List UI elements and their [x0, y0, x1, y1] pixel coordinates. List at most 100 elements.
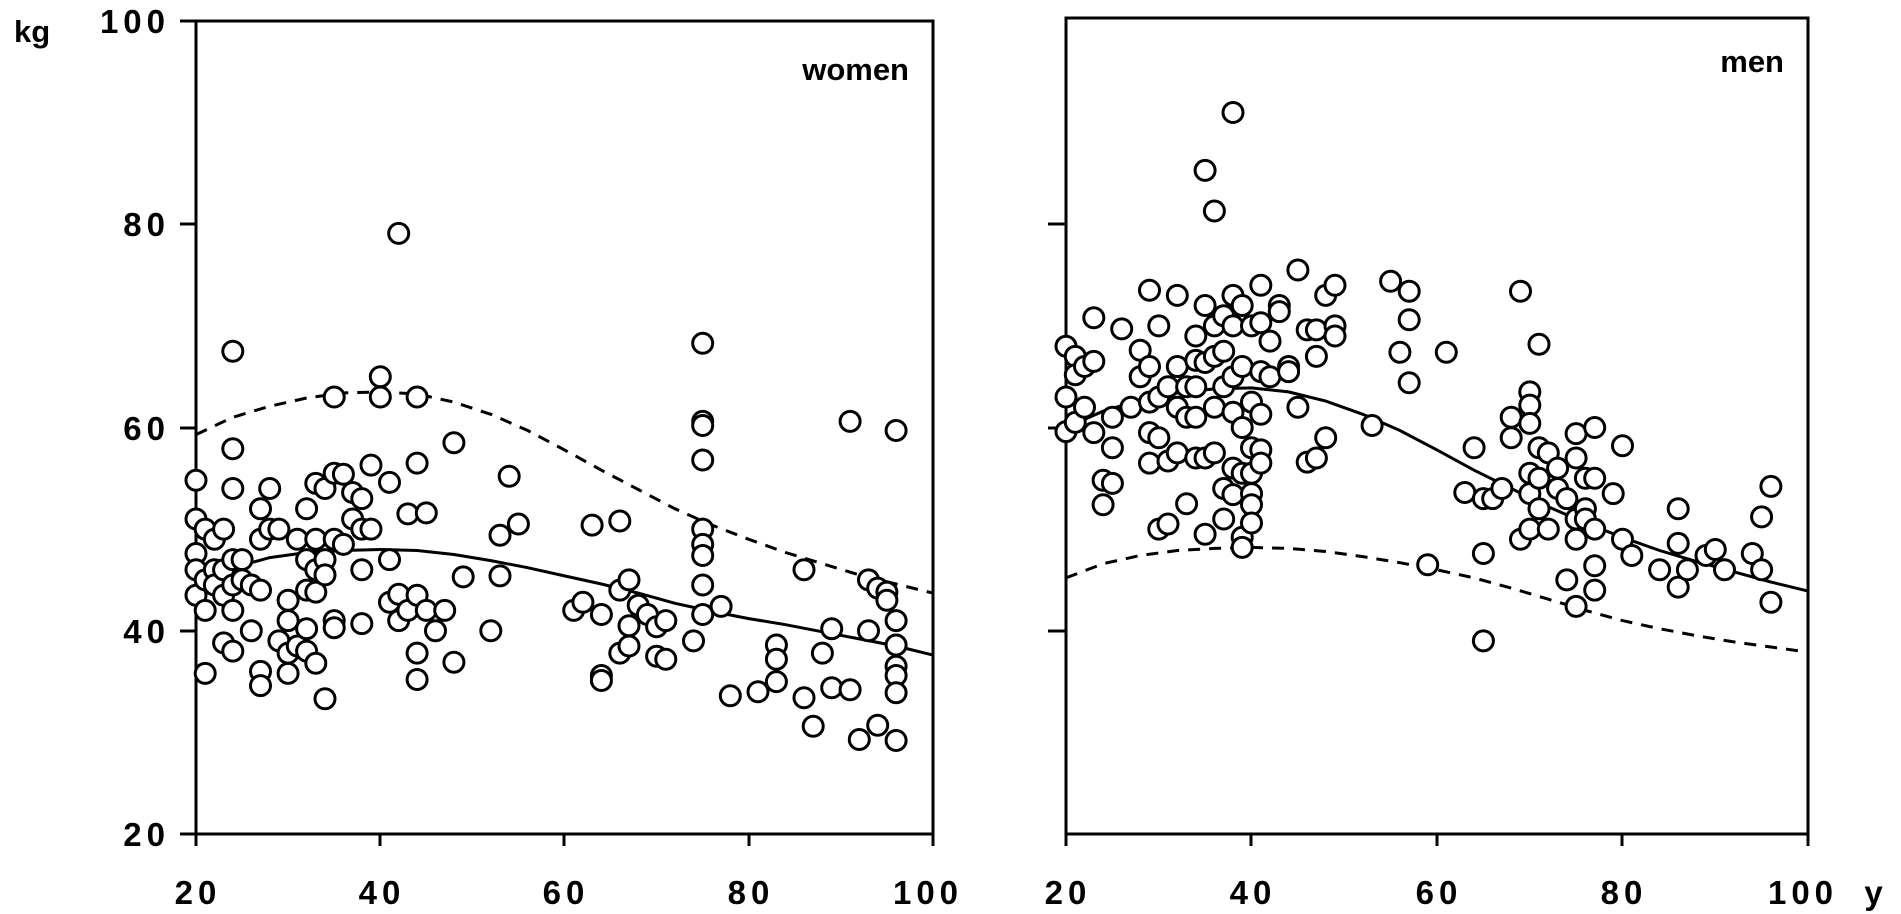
data-point-men [1230, 294, 1254, 317]
data-point-men [1202, 199, 1226, 223]
data-point-women [230, 548, 254, 572]
data-point-women [810, 641, 834, 665]
data-point-men [1397, 371, 1421, 395]
data-point-women [350, 558, 374, 582]
data-point-women [691, 573, 715, 597]
x-tick-label-men-60: 60 [1416, 874, 1463, 911]
data-point-men [1082, 421, 1106, 445]
data-point-women [304, 580, 328, 604]
data-point-women [304, 651, 328, 675]
data-point-women [221, 598, 245, 622]
data-point-men [1583, 517, 1607, 541]
panel-title-women: women [801, 52, 909, 87]
data-point-men [1249, 402, 1273, 426]
data-point-men [1202, 395, 1226, 419]
x-tick-label-men-80: 80 [1601, 874, 1648, 911]
data-point-women [313, 563, 337, 587]
data-point-women [820, 676, 844, 700]
x-tick-label-60: 60 [543, 874, 590, 911]
panel-men: men 20 40 60 80 100 y [1045, 16, 1883, 911]
data-point-men [1750, 558, 1774, 582]
data-point-women [654, 609, 678, 633]
data-point-women [239, 619, 263, 643]
data-point-women [378, 548, 401, 572]
data-point-men [1379, 269, 1403, 293]
data-point-men [1434, 340, 1458, 364]
data-point-women [884, 609, 908, 633]
data-point-men [1165, 283, 1189, 307]
data-point-men [1184, 375, 1208, 399]
data-point-women [479, 619, 503, 643]
data-point-men [1388, 340, 1412, 364]
data-point-women [847, 728, 871, 751]
data-point-men [1230, 535, 1254, 559]
data-point-women [378, 470, 401, 494]
data-point-women [866, 713, 890, 737]
y-axis-women: 20 40 60 80 100 [100, 3, 196, 853]
data-point-men [1165, 441, 1189, 465]
data-point-women [497, 464, 521, 488]
data-point-men [1304, 446, 1328, 470]
data-point-men [1249, 273, 1273, 297]
data-point-women [838, 678, 862, 702]
data-point-men [1258, 329, 1282, 353]
data-point-women [654, 647, 678, 671]
data-point-women [746, 680, 770, 704]
data-point-men [1230, 416, 1254, 439]
data-point-women [322, 385, 346, 409]
data-point-men [1555, 568, 1579, 592]
data-point-men [1082, 349, 1106, 373]
data-point-women [691, 331, 715, 355]
data-point-men [1620, 544, 1644, 567]
data-point-women [249, 578, 272, 602]
data-point-women [350, 612, 374, 636]
data-point-women [184, 468, 208, 492]
panel-women: kg women 20 40 60 80 100 20 40 60 80 100 [14, 3, 958, 911]
data-point-men [1536, 517, 1560, 541]
data-point-men [1759, 590, 1783, 614]
data-point-women [276, 588, 300, 612]
data-point-men [1286, 395, 1310, 419]
data-point-women [764, 670, 788, 694]
data-point-men [1100, 436, 1124, 460]
data-point-men [1100, 471, 1124, 495]
data-point-men [1286, 258, 1310, 282]
data-point-men [1091, 493, 1115, 517]
y-tick-label-20: 20 [123, 816, 170, 853]
plot-frame-men [1064, 16, 1810, 836]
data-point-women [221, 639, 245, 663]
data-point-women [718, 684, 742, 708]
data-point-women [589, 669, 613, 692]
data-point-men [1360, 414, 1384, 437]
data-point-men [1601, 482, 1625, 506]
data-marks-women [184, 221, 934, 752]
data-point-men [1471, 629, 1495, 653]
data-point-women [682, 629, 705, 653]
y-tick-label-80: 80 [123, 206, 170, 243]
data-point-men [1193, 158, 1217, 182]
data-point-men [1165, 355, 1189, 378]
data-marks-men [1054, 101, 1809, 654]
data-point-women [387, 221, 411, 245]
data-point-men [1230, 355, 1254, 378]
data-point-men [1564, 594, 1588, 618]
data-point-women [405, 668, 429, 691]
data-point-women [571, 590, 595, 614]
data-point-men [1304, 344, 1328, 368]
data-point-men [1175, 492, 1199, 516]
data-point-women [884, 419, 908, 442]
data-point-women [617, 568, 641, 592]
data-point-men [1527, 466, 1551, 490]
data-point-women [617, 614, 641, 638]
data-point-women [424, 619, 447, 643]
data-point-women [691, 448, 715, 472]
data-point-women [764, 647, 788, 671]
data-point-women [212, 517, 236, 541]
data-point-men [1240, 511, 1263, 535]
data-point-men [1397, 279, 1421, 303]
data-point-women [359, 517, 383, 541]
data-point-women [442, 431, 466, 455]
x-tick-label-men-40: 40 [1230, 874, 1277, 911]
data-point-men [1193, 522, 1217, 546]
